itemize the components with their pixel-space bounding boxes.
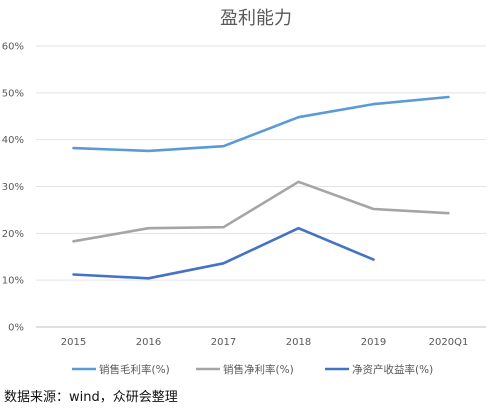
x-tick-label: 2015	[61, 337, 86, 348]
gridlines	[36, 45, 486, 328]
y-tick-label: 40%	[2, 135, 24, 146]
x-axis-ticks: 2015 2016 2017 2018 2019 2020Q1	[61, 337, 469, 348]
chart-title: 盈利能力	[220, 8, 292, 29]
legend-label: 销售毛利率(%)	[99, 363, 170, 376]
series-line-3	[72, 226, 375, 280]
x-tick-label: 2020Q1	[429, 337, 469, 348]
y-tick-label: 60%	[2, 42, 24, 53]
y-axis-ticks: 0% 10% 20% 30% 40% 50% 60%	[2, 42, 24, 334]
y-tick-label: 10%	[2, 276, 24, 287]
series-line-1	[72, 95, 450, 153]
legend: 销售毛利率(%) 销售净利率(%) 净资产收益率(%)	[72, 363, 433, 376]
x-tick-label: 2018	[286, 337, 311, 348]
x-tick-label: 2016	[136, 337, 161, 348]
y-tick-label: 30%	[2, 182, 24, 193]
x-tick-label: 2017	[211, 337, 236, 348]
legend-label: 销售净利率(%)	[223, 363, 294, 376]
legend-label: 净资产收益率(%)	[352, 363, 433, 376]
series-line-2	[72, 180, 450, 243]
line-chart: 盈利能力 0%10%20%30%40%50%60% 2015 2016 2017 20…	[2, 8, 486, 376]
y-tick-label: 20%	[2, 229, 24, 240]
y-tick-label: 50%	[2, 88, 24, 99]
series-lines	[72, 95, 450, 280]
y-tick-label: 0%	[8, 323, 24, 334]
source-note: 数据来源：wind，众研会整理	[4, 390, 178, 405]
x-tick-label: 2019	[361, 337, 386, 348]
